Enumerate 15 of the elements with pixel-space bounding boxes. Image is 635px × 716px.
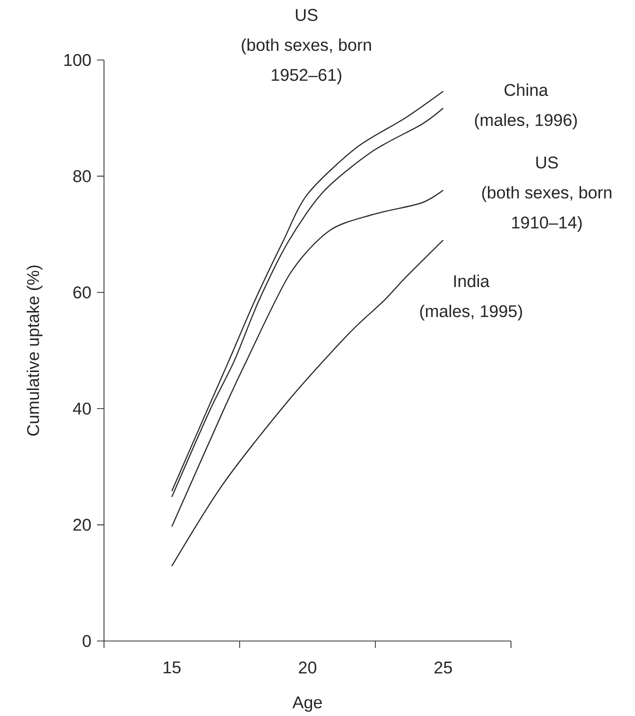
- series-label: China (males, 1996): [475, 84, 577, 130]
- y-tick-label: 100: [64, 54, 91, 66]
- y-axis-title: Cumulative uptake (%): [26, 266, 42, 436]
- x-axis-title: Age: [292, 696, 322, 712]
- y-tick-label: 20: [73, 518, 91, 531]
- x-tick-label: 25: [434, 662, 452, 674]
- y-tick-label: 80: [73, 170, 91, 182]
- text: US (both sexes, born 1952–61): [242, 8, 371, 84]
- text: US (both sexes, born 1910–14): [482, 156, 612, 232]
- x-tick-label: 15: [164, 662, 181, 674]
- y-tick-label: 0: [82, 634, 91, 648]
- series-label: India (males, 1995): [420, 274, 522, 321]
- y-tick-label: 40: [72, 402, 91, 415]
- y-tick-label: 60: [73, 286, 91, 298]
- x-tick-label: 20: [298, 662, 316, 674]
